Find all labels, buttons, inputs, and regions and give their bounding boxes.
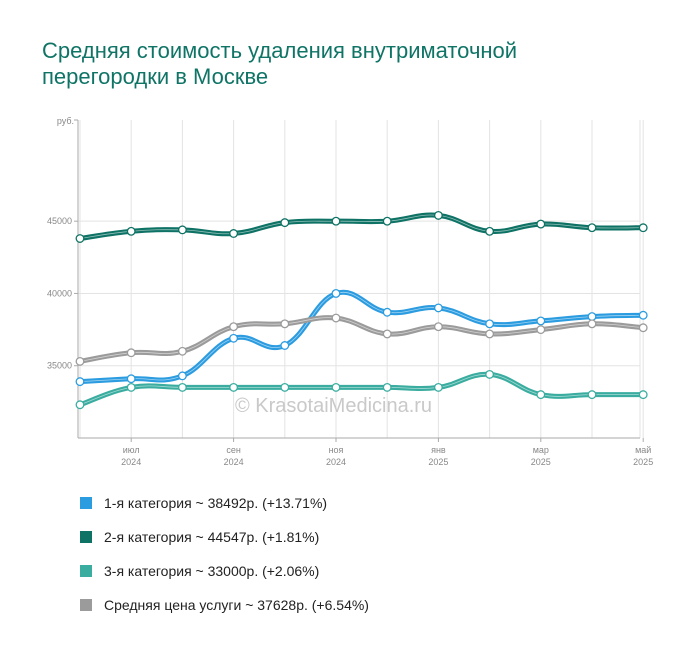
data-point [280, 341, 290, 350]
data-point [331, 289, 341, 298]
data-point [177, 382, 187, 392]
x-tick-label-month: ноя [329, 445, 344, 455]
data-point [126, 374, 136, 384]
x-tick-label-year: 2024 [121, 457, 141, 467]
legend-item: 3-я категория ~ 33000р. (+2.06%) [80, 554, 369, 588]
data-point [126, 382, 136, 392]
data-point [485, 226, 495, 236]
series-line-highlight [79, 317, 644, 362]
data-point [382, 216, 392, 226]
data-point [382, 307, 392, 317]
series-line [77, 315, 646, 364]
legend-label: 3-я категория ~ 33000р. (+2.06%) [104, 563, 320, 579]
y-tick-label: 40000 [47, 288, 72, 298]
data-point [229, 382, 239, 392]
grid-layer [78, 120, 644, 438]
data-point [433, 382, 443, 392]
data-point [126, 226, 136, 236]
data-point [177, 225, 187, 235]
data-point [485, 369, 495, 379]
legend-label: Средняя цена услуги ~ 37628р. (+6.54%) [104, 597, 369, 613]
x-tick-label-year: 2025 [428, 457, 448, 467]
data-point [75, 400, 85, 410]
data-point [382, 329, 392, 339]
data-point [638, 323, 648, 333]
x-tick-label-month: июл [123, 445, 140, 455]
data-point [75, 377, 85, 387]
legend-label: 2-я категория ~ 44547р. (+1.81%) [104, 529, 320, 545]
x-tick-label-year: 2024 [326, 457, 346, 467]
legend-item: Средняя цена услуги ~ 37628р. (+6.54%) [80, 588, 369, 622]
data-point [536, 316, 546, 326]
x-tick-label-year: 2024 [224, 457, 244, 467]
data-point [433, 303, 443, 313]
x-tick-label-month: май [635, 445, 651, 455]
series-line [77, 212, 646, 242]
legend: 1-я категория ~ 38492р. (+13.71%) 2-я кат… [80, 486, 369, 622]
data-point [382, 382, 392, 392]
data-point [485, 319, 495, 329]
data-point [536, 219, 546, 229]
x-tick-label-month: сен [226, 445, 241, 455]
series-line [77, 289, 646, 385]
data-point [536, 390, 546, 400]
data-point [638, 390, 648, 400]
legend-item: 2-я категория ~ 44547р. (+1.81%) [80, 520, 369, 554]
data-point [587, 223, 597, 233]
data-point [126, 348, 136, 358]
legend-swatch [80, 599, 92, 611]
series-line-highlight [79, 373, 644, 406]
y-tick-label: 45000 [47, 216, 72, 226]
x-tick-label-month: мар [533, 445, 549, 455]
x-tick-label-month: янв [431, 445, 446, 455]
data-point [331, 313, 341, 323]
y-axis-unit-label: руб. [57, 116, 74, 126]
data-point [331, 216, 341, 226]
legend-swatch [80, 565, 92, 577]
data-point [433, 322, 443, 332]
data-point [485, 329, 495, 339]
data-point [229, 229, 239, 238]
data-point [280, 218, 290, 228]
x-tick-label-year: 2025 [531, 457, 551, 467]
data-point [280, 319, 290, 329]
points-layer [75, 210, 648, 410]
legend-swatch [80, 531, 92, 543]
y-tick-label: 35000 [47, 361, 72, 371]
data-point [638, 223, 648, 233]
data-point [177, 371, 187, 381]
series-layer [77, 212, 646, 408]
data-point [433, 210, 443, 220]
data-point [177, 346, 187, 356]
series-line-highlight [79, 214, 644, 239]
watermark: © KrasotaiMedicina.ru [235, 395, 433, 417]
chart-title: Средняя стоимость удаления внутриматочно… [42, 38, 518, 89]
series-line-highlight [79, 291, 644, 383]
data-point [587, 312, 597, 322]
data-point [75, 234, 85, 243]
data-point [587, 319, 597, 329]
legend-label: 1-я категория ~ 38492р. (+13.71%) [104, 495, 328, 511]
data-point [587, 390, 597, 400]
data-point [280, 382, 290, 392]
data-point [75, 356, 85, 366]
data-point [536, 325, 546, 335]
legend-item: 1-я категория ~ 38492р. (+13.71%) [80, 486, 369, 520]
x-tick-label-year: 2025 [633, 457, 653, 467]
data-point [638, 310, 648, 320]
legend-swatch [80, 497, 92, 509]
data-point [229, 333, 239, 343]
data-point [331, 382, 341, 392]
data-point [229, 322, 239, 332]
